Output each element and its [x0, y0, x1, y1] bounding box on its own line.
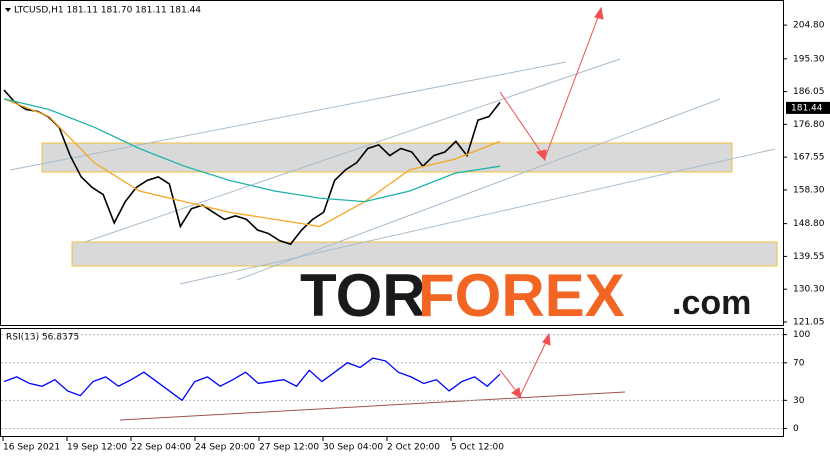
- support-zone: [71, 241, 778, 267]
- y-tick-label: 176.80: [793, 120, 825, 130]
- x-tick-label: 27 Sep 12:00: [259, 443, 319, 453]
- menu-icon: [5, 8, 11, 12]
- y-tick-label: 195.30: [793, 54, 825, 64]
- x-tick-label: 19 Sep 12:00: [67, 443, 127, 453]
- trend-line: [179, 148, 776, 285]
- trend-line: [9, 61, 567, 171]
- resistance-zone: [41, 142, 733, 173]
- x-tick-label: 24 Sep 20:00: [195, 443, 255, 453]
- y-tick-label: 130.30: [793, 285, 825, 295]
- trend-line: [236, 98, 721, 281]
- price-line: [3, 357, 501, 402]
- y-tick-label: 148.80: [793, 219, 825, 229]
- forecast-arrows: [499, 6, 604, 399]
- y-tick-label: 158.30: [793, 185, 825, 195]
- rsi-title: RSI(13) 56.8375: [6, 333, 79, 343]
- trend-line: [84, 58, 621, 243]
- y-tick-label: 139.55: [793, 252, 825, 262]
- x-tick-label: 16 Sep 2021: [3, 443, 60, 453]
- x-tick-label: 22 Sep 04:00: [131, 443, 191, 453]
- y-tick-label: 121.05: [793, 317, 825, 327]
- y-tick-label: 204.80: [793, 21, 825, 31]
- x-tick-label: 30 Sep 04:00: [323, 443, 383, 453]
- y-tick-label: 167.55: [793, 153, 825, 163]
- y-tick-label: 70: [793, 358, 805, 368]
- rsi-panel: [0, 328, 784, 437]
- logo-com: .com: [672, 284, 751, 322]
- rsi-trend-line: [119, 391, 626, 421]
- price-line: [3, 89, 501, 246]
- y-tick-label: 30: [793, 396, 805, 406]
- x-tick-label: 2 Oct 20:00: [387, 443, 440, 453]
- chart-title: LTCUSD,H1 181.11 181.70 181.11 181.44: [14, 6, 201, 16]
- analysis-drawings: [5, 6, 778, 421]
- price-line: [3, 98, 501, 228]
- last-price-label: 181.44: [791, 103, 823, 113]
- price-line: [3, 98, 501, 203]
- y-tick-label: 0: [793, 424, 799, 434]
- x-tick-label: 5 Oct 12:00: [451, 443, 504, 453]
- logo-forex: FOREX: [418, 262, 625, 329]
- y-tick-label: 186.05: [793, 87, 825, 97]
- y-tick-label: 100: [793, 330, 810, 340]
- logo-tor: TOR: [300, 262, 426, 329]
- last-price-tag: [786, 101, 830, 114]
- watermark: TOR FOREX .com: [300, 262, 751, 329]
